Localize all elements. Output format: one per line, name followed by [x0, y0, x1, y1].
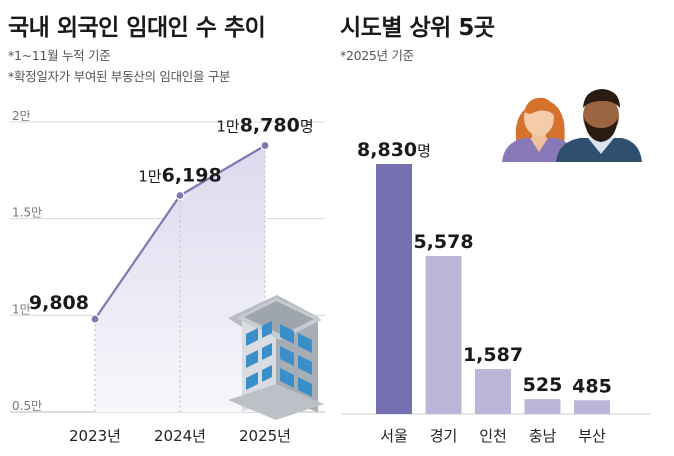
bar-category-label: 부산: [578, 427, 606, 445]
bar-value: 485: [572, 375, 612, 397]
bar-category-label: 서울: [380, 427, 408, 445]
bar: [376, 164, 412, 414]
data-label-suffix: 명: [300, 118, 314, 136]
data-label: 1만8,780명: [216, 115, 313, 137]
y-tick-label: 1.5만: [12, 206, 42, 220]
left-chart-title: 국내 외국인 임대인 수 추이: [8, 15, 266, 41]
bar: [524, 399, 561, 414]
y-tick-label: 2만: [12, 109, 31, 123]
bar-value: 525: [523, 374, 563, 396]
bar-value-label: 525: [523, 374, 563, 396]
data-label-value: 8,780: [240, 115, 300, 137]
x-tick-label: 2023년: [69, 427, 121, 445]
bar-value-label: 485: [572, 375, 612, 397]
bar-value: 5,578: [413, 231, 473, 253]
bar-value-suffix: 명: [417, 142, 431, 160]
left-note-2: *확정일자가 부여된 부동산의 임대인을 구분: [8, 69, 231, 84]
couple-avatar-icon: [502, 89, 642, 162]
bar: [475, 369, 511, 414]
bar-category-label: 경기: [430, 427, 458, 445]
bar-value: 8,830: [357, 139, 417, 161]
right-chart-title: 시도별 상위 5곳: [340, 15, 495, 41]
data-point: [90, 314, 100, 324]
bar: [574, 400, 610, 414]
area-fill: [95, 145, 265, 412]
bar-category-label: 충남: [529, 427, 557, 445]
bar-category-label: 인천: [479, 427, 507, 445]
data-label: 9,808: [29, 292, 89, 314]
data-label-value: 9,808: [29, 292, 89, 314]
x-tick-label: 2024년: [154, 427, 206, 445]
apartment-building-icon: [228, 295, 324, 420]
data-point: [175, 190, 185, 201]
data-label: 1만6,198: [138, 165, 221, 187]
right-note-1: *2025년 기준: [340, 48, 414, 63]
bar: [425, 256, 462, 414]
bar-value-label: 1,587: [463, 344, 523, 366]
bar-value: 1,587: [463, 344, 523, 366]
data-label-value: 6,198: [162, 165, 222, 187]
data-label-prefix: 1만: [138, 168, 162, 186]
data-point: [260, 140, 270, 151]
bar-value-label: 8,830명: [357, 139, 431, 161]
data-label-prefix: 1만: [216, 118, 240, 136]
y-tick-label: 0.5만: [12, 399, 42, 413]
bar-value-label: 5,578: [413, 231, 473, 253]
x-tick-label: 2025년: [239, 427, 291, 445]
left-note-1: *1~11월 누적 기준: [8, 48, 111, 63]
y-tick-label: 1만: [12, 302, 31, 316]
